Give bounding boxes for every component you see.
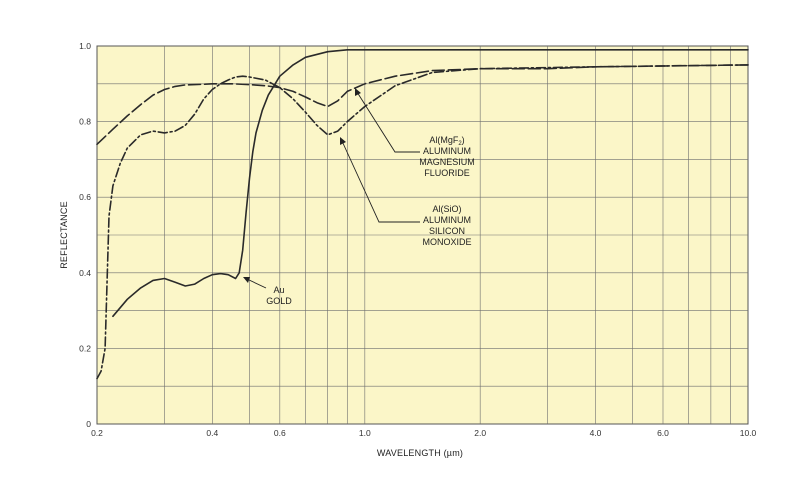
y-tick-label: 0 [86,419,91,429]
y-tick-label: 1.0 [79,41,91,51]
x-tick-label: 4.0 [590,428,602,438]
annotation-mgf2-line1: Al(MgF2) [429,135,464,147]
y-tick-label: 0.4 [79,268,91,278]
annotation-sio-leader [341,140,420,223]
grid [97,46,748,424]
annotation-sio-arrowhead [340,137,346,145]
annotation-sio-line3: SILICON [429,226,465,236]
annotation-mgf2: Al(MgF2) ALUMINUM MAGNESIUM FLUORIDE [355,88,475,178]
x-tick-label: 0.6 [274,428,286,438]
annotation-gold: Au GOLD [243,277,292,306]
annotation-gold-line2: GOLD [266,296,292,306]
x-tick-label: 0.2 [91,428,103,438]
annotation-mgf2-arrowhead [355,88,361,96]
x-tick-label: 10.0 [740,428,757,438]
annotation-mgf2-line3: MAGNESIUM [419,157,475,167]
annotation-gold-arrowhead [243,277,250,283]
annotation-gold-leader [246,278,267,289]
y-tick-label: 0.6 [79,192,91,202]
annotation-mgf2-line4: FLUORIDE [424,168,470,178]
x-tick-label: 6.0 [657,428,669,438]
curve-al-mgf2 [96,64,749,146]
x-axis-label: WAVELENGTH (µm) [377,448,463,458]
y-axis-label: REFLECTANCE [59,201,69,269]
x-tick-label: 2.0 [474,428,486,438]
y-tick-label: 0.8 [79,117,91,127]
annotation-gold-line1: Au [273,285,284,295]
y-tick-label: 0.2 [79,343,91,353]
annotation-sio-line4: MONOXIDE [422,237,471,247]
curve-gold [112,48,749,318]
curve-al-sio [96,64,749,380]
annotation-mgf2-close: ) [462,135,465,145]
annotation-mgf2-line2: ALUMINUM [423,146,471,156]
annotation-mgf2-formula: Al(MgF [429,135,459,145]
annotation-sio-line2: ALUMINUM [423,215,471,225]
annotation-mgf2-subscript: 2 [458,141,462,147]
annotation-sio-line1: Al(SiO) [433,204,462,214]
x-tick-label: 0.4 [206,428,218,438]
x-tick-label: 1.0 [359,428,371,438]
tick-labels: 0.2 0.4 0.6 1.0 2.0 4.0 6.0 10.000.20.40.60.81.… [79,41,756,438]
annotation-sio: Al(SiO) ALUMINUM SILICON MONOXIDE [340,137,472,247]
curves [96,48,749,380]
annotation-mgf2-leader [356,91,420,153]
